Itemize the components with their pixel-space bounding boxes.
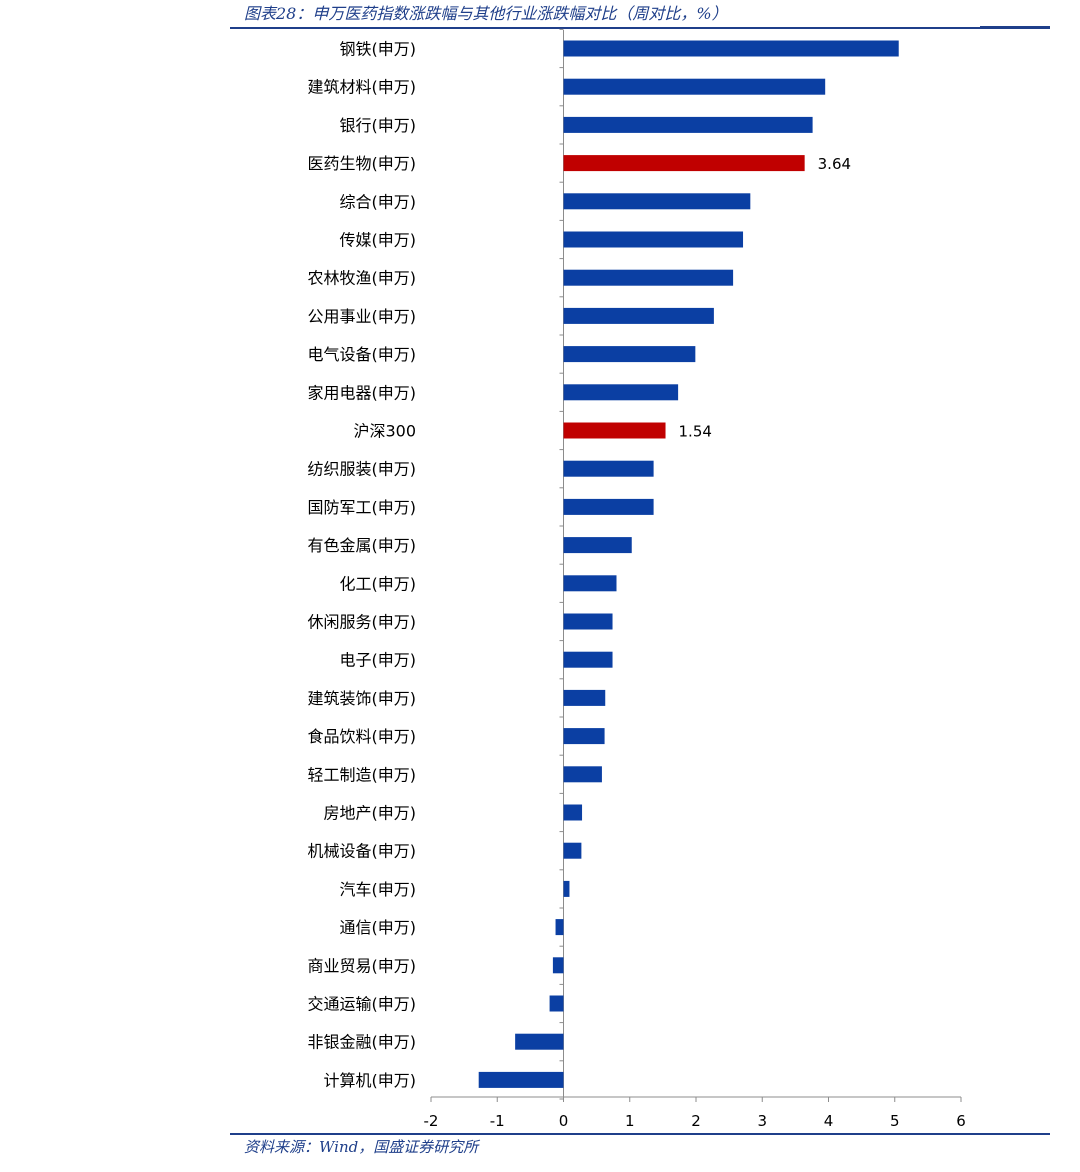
category-label: 非银金融(申万) — [308, 1033, 417, 1052]
data-label: 1.54 — [679, 423, 712, 441]
bar-highlight — [563, 155, 805, 172]
category-label: 综合(申万) — [340, 192, 417, 211]
bar — [563, 804, 583, 821]
bar — [563, 78, 826, 95]
x-tick-label: -2 — [424, 1112, 439, 1130]
x-tick-label: 0 — [559, 1112, 569, 1130]
top-rule-accent — [980, 26, 1050, 29]
bar — [563, 613, 613, 630]
x-tick-label: 1 — [625, 1112, 635, 1130]
bar — [563, 193, 751, 210]
bar — [563, 537, 632, 554]
bar — [563, 842, 582, 859]
source-note: 资料来源：Wind，国盛证券研究所 — [244, 1138, 479, 1156]
x-tick-label: 3 — [757, 1112, 767, 1130]
category-label: 通信(申万) — [340, 918, 417, 937]
x-tick-label: -1 — [490, 1112, 505, 1130]
category-label: 纺织服装(申万) — [308, 460, 417, 479]
bar — [555, 919, 564, 936]
bar — [563, 307, 714, 324]
x-tick-label: 6 — [956, 1112, 966, 1130]
bar — [563, 269, 734, 286]
category-label: 计算机(申万) — [324, 1071, 417, 1090]
chart-title: 图表28：申万医药指数涨跌幅与其他行业涨跌幅对比（周对比，%） — [244, 4, 728, 23]
category-label: 电气设备(申万) — [308, 345, 417, 364]
bar — [563, 651, 613, 668]
x-tick-label: 5 — [890, 1112, 900, 1130]
category-label: 休闲服务(申万) — [308, 613, 417, 632]
bar — [563, 498, 654, 515]
bar-highlight — [563, 422, 666, 439]
top-rule — [230, 27, 1050, 29]
bottom-rule — [230, 1133, 1050, 1135]
data-label: 3.64 — [818, 155, 851, 173]
bar — [563, 689, 606, 706]
category-label: 化工(申万) — [340, 574, 417, 593]
bar — [563, 231, 744, 248]
category-label: 电子(申万) — [340, 651, 417, 670]
bar — [563, 880, 570, 897]
bar — [563, 384, 679, 401]
category-label: 沪深300 — [353, 422, 416, 441]
category-label: 轻工制造(申万) — [308, 765, 417, 784]
category-label: 传媒(申万) — [340, 231, 417, 250]
category-label: 医药生物(申万) — [308, 154, 417, 173]
bar — [563, 766, 602, 783]
bar — [549, 995, 564, 1012]
category-label: 农林牧渔(申万) — [308, 269, 417, 288]
category-label: 房地产(申万) — [324, 804, 417, 823]
category-label: 商业贸易(申万) — [308, 956, 417, 975]
category-label: 建筑材料(申万) — [308, 78, 417, 97]
category-label: 机械设备(申万) — [308, 842, 417, 861]
category-label: 汽车(申万) — [340, 880, 417, 899]
bar — [563, 116, 813, 133]
category-label: 建筑装饰(申万) — [308, 689, 417, 708]
category-label: 钢铁(申万) — [340, 40, 417, 59]
x-tick-label: 2 — [691, 1112, 701, 1130]
category-label: 食品饮料(申万) — [308, 727, 417, 746]
bar — [515, 1033, 564, 1050]
category-label: 国防军工(申万) — [308, 498, 417, 517]
bar — [478, 1071, 564, 1088]
category-label: 交通运输(申万) — [308, 995, 417, 1014]
bar — [563, 728, 605, 745]
bar — [563, 460, 654, 477]
bar — [563, 40, 899, 57]
category-label: 有色金属(申万) — [308, 536, 417, 555]
category-label: 家用电器(申万) — [308, 383, 417, 402]
bar — [552, 957, 564, 974]
bar — [563, 346, 696, 363]
category-label: 银行(申万) — [340, 116, 417, 135]
x-tick-label: 4 — [824, 1112, 834, 1130]
category-label: 公用事业(申万) — [308, 307, 417, 326]
bar — [563, 575, 617, 592]
